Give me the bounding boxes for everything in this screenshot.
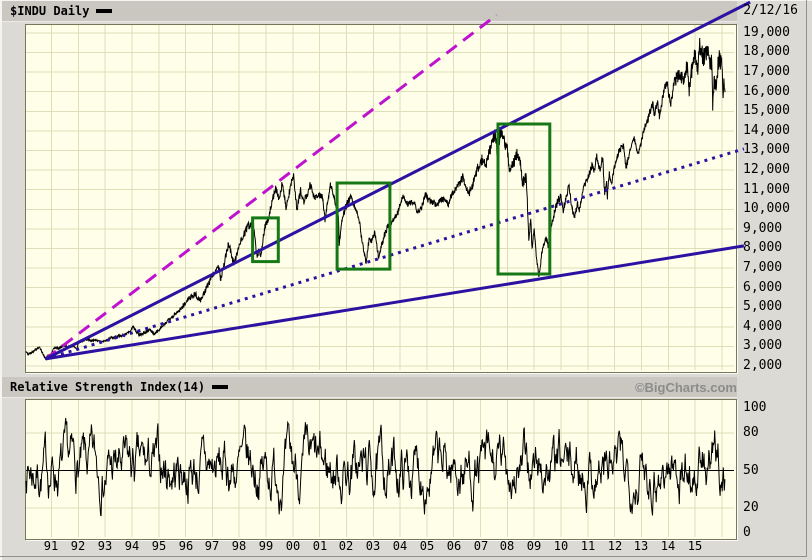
main-y-tick-label: 12,000 (743, 162, 790, 177)
main-y-tick-label: 17,000 (743, 64, 790, 79)
bigcharts-watermark: ©BigCharts.com (634, 380, 737, 395)
x-year-label: 04 (392, 539, 408, 553)
main-y-tick-label: 5,000 (743, 299, 783, 314)
trendline-lower-support-solid (45, 244, 745, 361)
rsi-title: Relative Strength Index(14) (10, 380, 206, 394)
x-year-label: 00 (285, 539, 301, 553)
rsi-chart-svg (25, 400, 734, 537)
rsi-y-tick-label: 0 (743, 525, 751, 540)
x-year-label: 02 (338, 539, 354, 553)
main-y-tick-label: 9,000 (743, 221, 783, 236)
x-year-label: 99 (258, 539, 274, 553)
main-y-tick-label: 19,000 (743, 25, 790, 40)
main-y-tick-label: 3,000 (743, 338, 783, 353)
main-y-tick-label: 15,000 (743, 103, 790, 118)
rsi-panel (25, 399, 737, 540)
symbol-title: $INDU Daily (10, 4, 90, 18)
x-year-label: 06 (446, 539, 462, 553)
last-date-label: 2/12/16 (743, 3, 798, 18)
trendline-steep-resistance-dashed (44, 13, 498, 361)
rsi-legend-dash-icon (212, 385, 229, 389)
x-year-label: 14 (660, 539, 676, 553)
price-chart-svg (25, 0, 751, 370)
main-y-tick-label: 10,000 (743, 201, 790, 216)
main-y-tick-label: 8,000 (743, 240, 783, 255)
trendline-inner-support-dotted (45, 147, 745, 361)
main-y-tick-label: 13,000 (743, 142, 790, 157)
x-year-label: 01 (312, 539, 328, 553)
x-year-label: 97 (204, 539, 220, 553)
annotation-box-2 (335, 181, 392, 271)
trendline-mid-channel-solid (44, 0, 751, 361)
x-year-label: 96 (178, 539, 194, 553)
x-year-label: 05 (419, 539, 435, 553)
window-right-shadow (806, 0, 807, 557)
main-y-tick-label: 4,000 (743, 319, 783, 334)
window-bottom-shadow (0, 556, 807, 557)
x-year-label: 92 (70, 539, 86, 553)
window-left-highlight (0, 0, 2, 560)
x-year-label: 15 (687, 539, 703, 553)
window-top-highlight (0, 0, 812, 1)
x-year-label: 11 (580, 539, 596, 553)
x-year-label: 03 (365, 539, 381, 553)
main-y-tick-label: 14,000 (743, 123, 790, 138)
main-y-tick-label: 2,000 (743, 358, 783, 373)
price-legend-dash-icon (96, 9, 113, 13)
annotation-box-1 (251, 216, 280, 264)
rsi-y-tick-label: 50 (743, 463, 759, 478)
main-y-tick-label: 11,000 (743, 182, 790, 197)
x-year-label: 07 (473, 539, 489, 553)
annotation-box-3 (496, 122, 552, 276)
main-chart-panel (25, 0, 751, 373)
rsi-y-tick-label: 20 (743, 500, 759, 515)
x-year-label: 08 (499, 539, 515, 553)
x-year-label: 10 (553, 539, 569, 553)
x-year-label: 91 (43, 539, 59, 553)
rsi-y-tick-label: 100 (743, 400, 767, 415)
rsi-header: Relative Strength Index(14) (2, 377, 737, 398)
main-y-tick-label: 16,000 (743, 84, 790, 99)
x-year-label: 13 (633, 539, 649, 553)
rsi-y-tick-label: 80 (743, 425, 759, 440)
x-year-label: 95 (151, 539, 167, 553)
x-year-label: 12 (607, 539, 623, 553)
main-y-tick-label: 6,000 (743, 280, 783, 295)
x-year-label: 94 (124, 539, 140, 553)
main-y-tick-label: 7,000 (743, 260, 783, 275)
main-y-tick-label: 18,000 (743, 44, 790, 59)
main-chart-header: $INDU Daily (2, 1, 737, 22)
x-year-label: 93 (97, 539, 113, 553)
x-year-label: 98 (231, 539, 247, 553)
x-year-label: 09 (526, 539, 542, 553)
